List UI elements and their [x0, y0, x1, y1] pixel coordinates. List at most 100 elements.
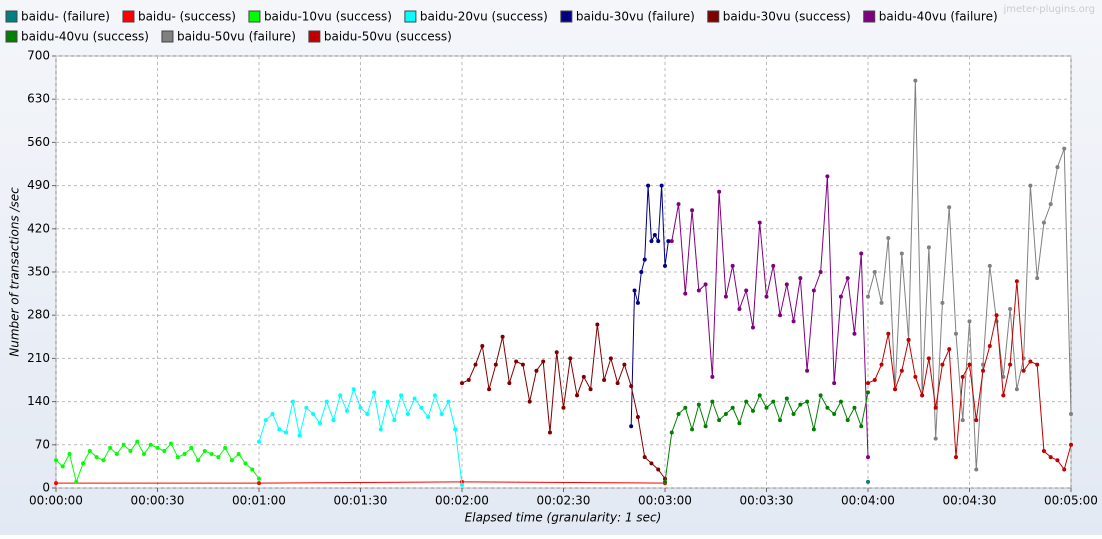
data-point — [913, 78, 918, 83]
x-tick-label: 00:05:00 — [1044, 494, 1098, 508]
data-point — [385, 399, 390, 404]
series-line — [630, 185, 669, 427]
data-point — [344, 408, 349, 413]
data-point — [60, 464, 65, 469]
legend-swatch — [122, 10, 135, 23]
data-point — [811, 288, 816, 293]
data-point — [906, 337, 911, 342]
y-tick-label: 210 — [27, 351, 50, 365]
data-point — [940, 362, 945, 367]
data-point — [257, 481, 261, 486]
data-point — [974, 418, 979, 423]
data-point — [114, 452, 119, 457]
data-point — [926, 356, 931, 361]
data-point — [121, 442, 126, 447]
data-point — [994, 313, 999, 318]
data-point — [534, 368, 539, 373]
data-point — [926, 245, 931, 250]
legend-item: baidu-20vu (success) — [404, 10, 548, 24]
legend-item: baidu-40vu (success) — [5, 30, 149, 44]
data-point — [649, 461, 654, 466]
data-point — [629, 424, 634, 429]
x-tick-label: 00:03:00 — [638, 494, 692, 508]
data-point — [696, 402, 701, 407]
y-tick-label: 700 — [27, 49, 50, 63]
data-point — [480, 344, 485, 349]
data-point — [656, 239, 661, 244]
y-tick-label: 350 — [27, 265, 50, 279]
data-point — [866, 479, 870, 484]
data-point — [94, 455, 99, 460]
data-point — [947, 347, 952, 352]
data-point — [338, 393, 343, 398]
data-point — [304, 405, 309, 410]
data-point — [243, 461, 248, 466]
data-point — [744, 288, 749, 293]
data-point — [372, 390, 377, 395]
data-point — [209, 452, 214, 457]
data-point — [764, 294, 769, 299]
data-point — [669, 239, 674, 244]
data-point — [615, 381, 620, 386]
data-point — [764, 405, 769, 410]
data-point — [676, 411, 681, 416]
data-point — [659, 183, 664, 188]
legend-label: baidu-30vu (failure) — [576, 10, 695, 24]
data-point — [696, 288, 701, 293]
data-point — [1035, 276, 1040, 281]
y-tick-label: 0 — [42, 481, 50, 495]
legend-swatch — [707, 10, 720, 23]
legend-label: baidu- (success) — [138, 10, 236, 24]
data-point — [189, 445, 194, 450]
data-point — [730, 263, 735, 268]
data-point — [622, 362, 627, 367]
data-point — [757, 393, 762, 398]
x-tick-label: 00:04:00 — [841, 494, 895, 508]
x-axis-title: Elapsed time (granularity: 1 sec) — [465, 511, 662, 525]
data-point — [953, 331, 958, 336]
data-point — [791, 319, 796, 324]
data-point — [987, 344, 992, 349]
data-point — [399, 393, 404, 398]
legend-item: baidu- (success) — [122, 10, 236, 24]
data-point — [805, 399, 810, 404]
data-point — [825, 174, 830, 179]
data-point — [666, 239, 671, 244]
y-tick-label: 560 — [27, 135, 50, 149]
data-point — [568, 356, 573, 361]
data-point — [1028, 183, 1033, 188]
data-point — [690, 427, 695, 432]
data-point — [879, 362, 884, 367]
data-point — [392, 418, 397, 423]
data-point — [196, 458, 201, 463]
data-point — [284, 430, 289, 435]
data-point — [635, 415, 640, 420]
data-point — [290, 399, 295, 404]
data-point — [1069, 442, 1073, 447]
legend-swatch — [560, 10, 573, 23]
data-point — [940, 300, 945, 305]
data-point — [257, 439, 261, 444]
data-point — [690, 208, 695, 213]
data-point — [108, 445, 113, 450]
data-point — [845, 276, 850, 281]
data-point — [676, 202, 681, 207]
data-point — [652, 232, 657, 237]
data-point — [1062, 146, 1067, 151]
data-point — [899, 251, 904, 256]
x-tick-label: 00:03:30 — [740, 494, 794, 508]
data-point — [378, 427, 383, 432]
data-point — [1035, 362, 1040, 367]
data-point — [750, 408, 755, 413]
data-point — [1041, 448, 1046, 453]
y-axis-title: Number of transactions /sec — [8, 187, 22, 357]
data-point — [987, 263, 992, 268]
data-point — [202, 448, 207, 453]
data-point — [317, 421, 322, 426]
data-point — [953, 455, 958, 460]
data-point — [933, 405, 938, 410]
data-point — [1014, 387, 1019, 392]
data-point — [358, 405, 363, 410]
series-line — [56, 481, 666, 484]
data-point — [581, 374, 586, 379]
